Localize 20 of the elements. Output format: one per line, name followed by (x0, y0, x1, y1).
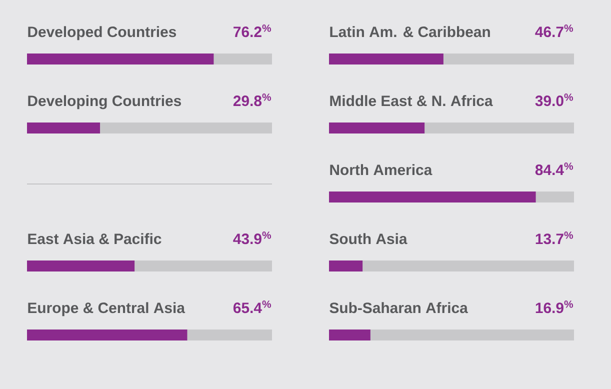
data-label: 65.4$^{%}$ (233, 300, 272, 314)
data-label: 84.4$^{%}$ (535, 162, 574, 176)
category-label: East Asia & Pacific (28, 233, 162, 244)
category-label: Europe & Central Asia (28, 302, 186, 316)
category-label: South Asia (330, 233, 408, 244)
category-label: Sub-Saharan Africa (330, 302, 468, 314)
category-label: Latin Am. & Caribbean (330, 26, 490, 38)
data-label: 76.2$^{%}$ (234, 24, 272, 38)
data-label: 43.9$^{%}$ (233, 232, 272, 244)
category-label: North America (330, 164, 432, 176)
data-label: 39.0$^{%}$ (535, 94, 574, 106)
data-label: 13.7$^{%}$ (536, 232, 574, 244)
data-label: 29.8$^{%}$ (233, 94, 272, 106)
data-label: 16.9$^{%}$ (536, 300, 574, 314)
category-label: Developed Countries (28, 26, 176, 40)
bar (329, 260, 363, 272)
category-label: Developing Countries (28, 95, 182, 110)
bar (329, 330, 370, 340)
data-label: 46.7$^{%}$ (535, 24, 574, 38)
category-label: Middle East & N. Africa (330, 95, 493, 106)
